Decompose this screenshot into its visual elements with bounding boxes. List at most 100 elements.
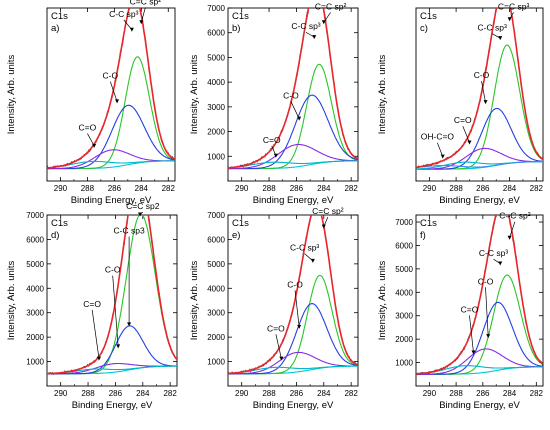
y-tick-label: 6000 [26, 235, 44, 244]
annotation-arrow [294, 290, 300, 327]
annotation-arrowhead [279, 356, 284, 361]
panel-label: a) [51, 23, 59, 34]
plot-frame [227, 214, 359, 387]
annotation-arrowhead [321, 20, 326, 25]
annotation-label: C=O [263, 135, 281, 145]
core-level-label: C1s [420, 11, 437, 22]
peak-csp3 [228, 94, 358, 170]
y-tick-label: 1000 [207, 358, 225, 367]
curves [228, 215, 358, 375]
y-tick-label: 7000 [395, 218, 413, 227]
curves [47, 8, 175, 170]
x-tick-label: 290 [235, 184, 249, 193]
y-tick-label: 7000 [207, 4, 225, 13]
annotation-arrowhead [116, 344, 121, 349]
annotation-label: C-C sp3 [114, 226, 145, 236]
y-tick-label: 5000 [26, 260, 44, 269]
panel-4: 290 288 286 284 282 1000 2000 3000 4000 5000 6000 7… [189, 206, 359, 411]
y-tick-label: 2000 [26, 333, 44, 342]
x-tick-label: 284 [317, 389, 331, 398]
annotation-arrowhead [498, 261, 503, 266]
plot-frame [46, 214, 178, 387]
x-tick-label: 284 [135, 184, 149, 193]
annotation-arrowhead [310, 258, 315, 263]
curves [416, 215, 543, 376]
x-tick-label: 282 [344, 389, 358, 398]
core-level-label: C1s [420, 218, 437, 229]
x-tick-label: 286 [290, 184, 304, 193]
x-tick-label: 282 [163, 389, 177, 398]
x-tick-label: 282 [344, 184, 358, 193]
annotation-arrowhead [471, 350, 476, 355]
annotation-label: C=C sp² [499, 211, 531, 221]
annotation-arrowhead [297, 116, 302, 121]
annotation-arrowhead [115, 99, 120, 104]
panel-2: 290 288 286 284 282 Binding Energy, eV Intensi… [377, 1, 544, 206]
y-tick-label: 7000 [207, 211, 225, 220]
annotation-label: C-O [287, 279, 303, 289]
panel-label: d) [51, 230, 59, 241]
annotation-arrow [290, 101, 300, 119]
annotation-arrowhead [297, 324, 302, 329]
annotation-arrow [275, 334, 282, 359]
panel-0: 290 288 286 284 282 Binding Energy, eV Intensi… [6, 0, 175, 206]
curves [47, 215, 177, 376]
x-tick-label: 284 [503, 184, 517, 193]
y-tick-label: 1000 [26, 358, 44, 367]
annotation-arrowhead [92, 143, 97, 148]
x-tick-label: 290 [54, 184, 68, 193]
y-axis-label: Intensity, Arb. units [6, 54, 17, 134]
annotation-arrow [462, 125, 470, 143]
annotation-label: C=O [461, 304, 479, 314]
panel-label: b) [232, 23, 240, 34]
peak-csp3 [416, 301, 543, 375]
core-level-label: C1s [51, 11, 68, 22]
envelope-curve [416, 8, 543, 169]
y-tick-label: 1000 [207, 152, 225, 161]
annotation-label: C=O [83, 299, 101, 309]
x-tick-label: 286 [108, 184, 122, 193]
annotation-arrow [437, 142, 444, 157]
annotation-arrowhead [129, 27, 134, 32]
x-tick-label: 288 [449, 184, 463, 193]
envelope-curve [47, 215, 177, 375]
annotation-label: C=O [454, 115, 472, 125]
peak-co [228, 351, 358, 375]
y-tick-label: 5000 [207, 260, 225, 269]
peak-csp2 [416, 274, 543, 375]
annotation-label: C=O [79, 123, 97, 133]
x-axis-label: Binding Energy, eV [439, 400, 520, 411]
envelope-curve [47, 8, 175, 169]
annotation-arrowhead [97, 356, 101, 361]
envelope-curve [228, 215, 358, 375]
x-tick-label: 286 [109, 389, 123, 398]
annotation-label: C-O [103, 71, 119, 81]
y-tick-label: 4000 [26, 284, 44, 293]
x-axis-label: Binding Energy, eV [439, 195, 520, 206]
annotation-arrowhead [127, 322, 132, 327]
x-tick-label: 286 [290, 389, 304, 398]
y-axis-label: Intensity, Arb. units [189, 260, 200, 340]
peak-ceo [47, 160, 175, 169]
peak-csp3 [228, 303, 358, 375]
x-tick-label: 288 [449, 389, 463, 398]
annotation-label: C-C sp³ [109, 9, 138, 19]
annotation-arrow [109, 81, 118, 102]
annotation-label: C=C sp³ [498, 1, 530, 11]
x-tick-label: 282 [162, 184, 176, 193]
annotation-label: C-O [474, 70, 490, 80]
x-axis-label: Binding Energy, eV [253, 400, 334, 411]
annotation-label: C=O [267, 323, 285, 333]
annotation-arrow [112, 275, 119, 347]
annotation-label: C-C sp³ [290, 243, 319, 253]
annotation-arrow [469, 315, 474, 353]
y-tick-label: 1000 [395, 359, 413, 368]
y-axis-label: Intensity, Arb. units [377, 260, 388, 340]
y-axis-label: Intensity, Arb. units [189, 54, 200, 134]
y-tick-label: 3000 [207, 309, 225, 318]
annotation-arrow [91, 309, 100, 359]
y-tick-label: 6000 [207, 29, 225, 38]
y-tick-label: 5000 [207, 53, 225, 62]
